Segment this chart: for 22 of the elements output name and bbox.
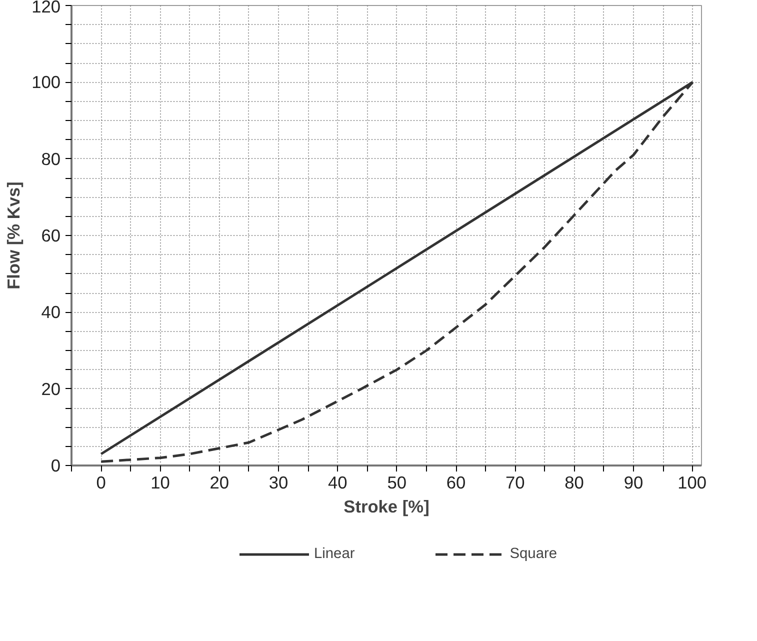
x-tick-label: 50 — [387, 472, 406, 492]
x-axis-title: Stroke [%] — [344, 496, 430, 516]
x-tick-label: 40 — [328, 472, 348, 492]
x-tick-label: 30 — [268, 472, 288, 492]
legend-label: Linear — [314, 546, 355, 562]
x-tick-label: 10 — [150, 472, 170, 492]
x-tick-label: 0 — [96, 472, 106, 492]
y-tick-label: 0 — [50, 456, 61, 476]
x-tick-label: 60 — [446, 472, 466, 492]
y-tick-label: 80 — [41, 148, 61, 169]
y-axis-title: Flow [% Kvs] — [4, 182, 24, 290]
legend-label: Square — [510, 546, 558, 562]
y-tick-label: 120 — [32, 0, 61, 16]
x-tick-label: 90 — [624, 472, 644, 492]
y-tick-label: 40 — [41, 302, 61, 322]
x-tick-label: 70 — [506, 472, 525, 492]
y-tick-label: 100 — [32, 72, 61, 92]
y-tick-label: 20 — [41, 378, 61, 399]
x-tick-label: 80 — [564, 472, 584, 492]
x-tick-label: 100 — [678, 472, 707, 492]
y-tick-label: 60 — [41, 226, 61, 246]
x-tick-label: 20 — [210, 472, 230, 492]
